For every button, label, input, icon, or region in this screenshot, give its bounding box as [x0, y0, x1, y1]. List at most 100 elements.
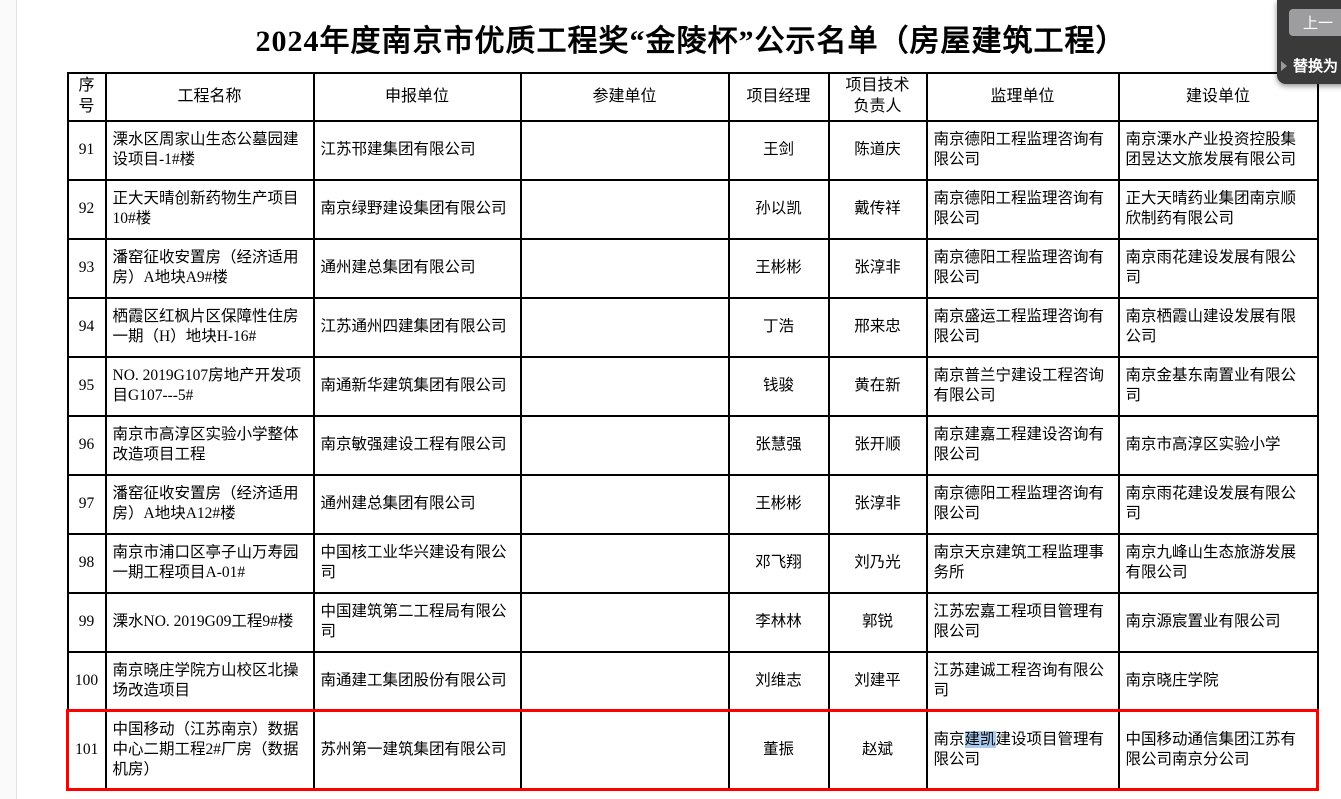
- cell-project: 溧水区周家山生态公墓园建设项目-1#楼: [104, 119, 315, 181]
- col-header-project: 工程名称: [104, 72, 315, 122]
- document-title: 2024年度南京市优质工程奖“金陵杯”公示名单（房屋建筑工程）: [255, 25, 1127, 58]
- cell-supervisor: 江苏宏嘉工程项目管理有限公司: [925, 591, 1120, 653]
- cell-tech-lead: 陈道庆: [827, 119, 928, 181]
- cell-tech-lead: 张淳非: [827, 473, 928, 535]
- cell-applicant: 中国建筑第二工程局有限公司: [312, 591, 522, 653]
- cell-manager: 孙以凯: [727, 178, 830, 240]
- cell-builder: 正大天晴药业集团南京顺欣制药有限公司: [1117, 178, 1319, 240]
- cell-tech-lead: 刘建平: [827, 650, 928, 712]
- cell-no: 101: [66, 709, 107, 792]
- cell-project: 溧水NO. 2019G09工程9#楼: [104, 591, 315, 653]
- cell-builder: 南京栖霞山建设发展有限公司: [1117, 296, 1319, 358]
- cell-tech-lead: 黄在新: [827, 355, 928, 417]
- cell-participants: [519, 532, 730, 594]
- col-header-manager: 项目经理: [727, 72, 830, 122]
- table-row: 97 潘窑征收安置房（经济适用房）A地块A12#楼 通州建总集团有限公司 王彬彬 张淳非…: [66, 473, 1319, 535]
- cell-no: 98: [66, 532, 107, 594]
- cell-manager: 钱骏: [727, 355, 830, 417]
- cell-builder: 南京金基东南置业有限公司: [1117, 355, 1319, 417]
- cell-builder: 南京源宸置业有限公司: [1117, 591, 1319, 653]
- expand-triangle-icon: [1281, 60, 1287, 71]
- cell-project: 中国移动（江苏南京）数据中心二期工程2#厂房（数据机房）: [104, 709, 315, 792]
- cell-project: 潘窑征收安置房（经济适用房）A地块A9#楼: [104, 237, 315, 299]
- table-row: 95 NO. 2019G107房地产开发项目G107---5# 南通新华建筑集团有限…: [66, 355, 1319, 417]
- find-replace-panel: 上一 替换为: [1277, 0, 1341, 84]
- cell-project: 潘窑征收安置房（经济适用房）A地块A12#楼: [104, 473, 315, 535]
- cell-manager: 王彬彬: [727, 473, 830, 535]
- cell-project: 正大天晴创新药物生产项目10#楼: [104, 178, 315, 240]
- cell-participants: [519, 414, 730, 476]
- cell-supervisor: 江苏建诚工程咨询有限公司: [925, 650, 1120, 712]
- col-header-builder: 建设单位: [1117, 72, 1319, 122]
- cell-project: 南京市浦口区亭子山万寿园一期工程项目A-01#: [104, 532, 315, 594]
- highlighted-table-row: 101 中国移动（江苏南京）数据中心二期工程2#厂房（数据机房） 苏州第一建筑集团有…: [66, 709, 1319, 792]
- cell-supervisor: 南京盛运工程监理咨询有限公司: [925, 296, 1120, 358]
- cell-builder: 南京市高淳区实验小学: [1117, 414, 1319, 476]
- cell-participants: [519, 709, 730, 792]
- cell-supervisor: 南京建嘉工程建设咨询有限公司: [925, 414, 1120, 476]
- cell-project: 南京市高淳区实验小学整体改造项目工程: [104, 414, 315, 476]
- cell-applicant: 江苏通州四建集团有限公司: [312, 296, 522, 358]
- cell-participants: [519, 355, 730, 417]
- cell-builder: 南京雨花建设发展有限公司: [1117, 473, 1319, 535]
- cell-supervisor: 南京天京建筑工程监理事务所: [925, 532, 1120, 594]
- cell-participants: [519, 650, 730, 712]
- cell-manager: 董振: [727, 709, 830, 792]
- cell-participants: [519, 119, 730, 181]
- table-row: 99 溧水NO. 2019G09工程9#楼 中国建筑第二工程局有限公司 李林林 郭锐 江苏…: [66, 591, 1319, 653]
- table-row: 96 南京市高淳区实验小学整体改造项目工程 南京敏强建设工程有限公司 张慧强 张开顺 南京…: [66, 414, 1319, 476]
- cell-no: 94: [66, 296, 107, 358]
- cell-manager: 邓飞翔: [727, 532, 830, 594]
- cell-participants: [519, 178, 730, 240]
- cell-project: NO. 2019G107房地产开发项目G107---5#: [104, 355, 315, 417]
- cell-tech-lead: 张开顺: [827, 414, 928, 476]
- table-row: 91 溧水区周家山生态公墓园建设项目-1#楼 江苏邗建集团有限公司 王剑 陈道庆 南京德阳…: [66, 119, 1319, 181]
- page-edge: [0, 0, 17, 799]
- cell-supervisor: 南京德阳工程监理咨询有限公司: [925, 473, 1120, 535]
- col-header-tech-lead-label: 项目技术负责人: [845, 77, 910, 115]
- find-previous-button[interactable]: 上一: [1289, 9, 1341, 36]
- cell-supervisor: 南京德阳工程监理咨询有限公司: [925, 119, 1120, 181]
- col-header-no-label: 序号: [78, 77, 95, 115]
- awards-table: 序号 工程名称 申报单位 参建单位 项目经理 项目技术负责人 监理单位 建设单位…: [66, 72, 1319, 792]
- cell-supervisor: 南京德阳工程监理咨询有限公司: [925, 237, 1120, 299]
- cell-manager: 王剑: [727, 119, 830, 181]
- col-header-tech-lead: 项目技术负责人: [827, 72, 928, 122]
- cell-builder: 南京九峰山生态旅游发展有限公司: [1117, 532, 1319, 594]
- table-row: 100 南京晓庄学院方山校区北操场改造项目 南通建工集团股份有限公司 刘维志 刘建平 江苏…: [66, 650, 1319, 712]
- table-row: 94 栖霞区红枫片区保障性住房一期（H）地块H-16# 江苏通州四建集团有限公司 丁浩…: [66, 296, 1319, 358]
- cell-no: 93: [66, 237, 107, 299]
- cell-supervisor: 南京建凯建设项目管理有限公司: [925, 709, 1120, 792]
- col-header-supervisor: 监理单位: [925, 72, 1120, 122]
- cell-no: 96: [66, 414, 107, 476]
- cell-tech-lead: 郭锐: [827, 591, 928, 653]
- cell-applicant: 南通新华建筑集团有限公司: [312, 355, 522, 417]
- cell-manager: 丁浩: [727, 296, 830, 358]
- col-header-no: 序号: [66, 72, 107, 122]
- search-match-highlight: 建凯: [964, 731, 996, 749]
- replace-toggle-label: 替换为: [1293, 58, 1339, 75]
- cell-applicant: 江苏邗建集团有限公司: [312, 119, 522, 181]
- cell-applicant: 中国核工业华兴建设有限公司: [312, 532, 522, 594]
- cell-tech-lead: 张淳非: [827, 237, 928, 299]
- cell-applicant: 南京敏强建设工程有限公司: [312, 414, 522, 476]
- cell-tech-lead: 刘乃光: [827, 532, 928, 594]
- replace-toggle[interactable]: 替换为: [1281, 55, 1338, 76]
- cell-tech-lead: 邢来忠: [827, 296, 928, 358]
- cell-supervisor: 南京普兰宁建设工程咨询有限公司: [925, 355, 1120, 417]
- cell-applicant: 苏州第一建筑集团有限公司: [312, 709, 522, 792]
- cell-project: 栖霞区红枫片区保障性住房一期（H）地块H-16#: [104, 296, 315, 358]
- cell-project: 南京晓庄学院方山校区北操场改造项目: [104, 650, 315, 712]
- cell-participants: [519, 591, 730, 653]
- cell-applicant: 通州建总集团有限公司: [312, 473, 522, 535]
- cell-no: 99: [66, 591, 107, 653]
- cell-applicant: 通州建总集团有限公司: [312, 237, 522, 299]
- cell-no: 97: [66, 473, 107, 535]
- cell-supervisor: 南京德阳工程监理咨询有限公司: [925, 178, 1120, 240]
- cell-manager: 张慧强: [727, 414, 830, 476]
- cell-builder: 南京溧水产业投资控股集团昱达文旅发展有限公司: [1117, 119, 1319, 181]
- cell-builder: 中国移动通信集团江苏有限公司南京分公司: [1117, 709, 1319, 792]
- cell-builder: 南京雨花建设发展有限公司: [1117, 237, 1319, 299]
- cell-no: 92: [66, 178, 107, 240]
- cell-manager: 李林林: [727, 591, 830, 653]
